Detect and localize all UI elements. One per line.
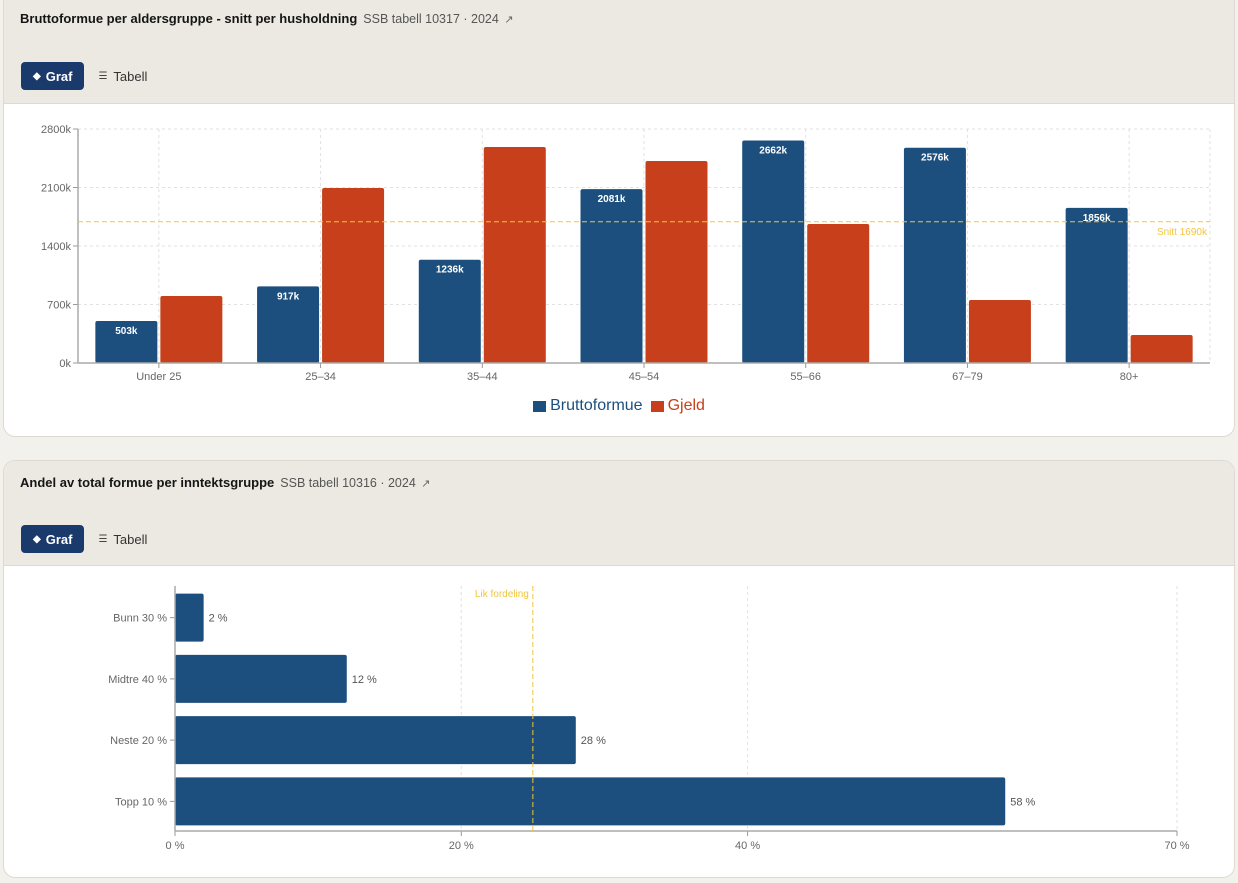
legend-item-gjeld[interactable]: Gjeld (650, 397, 705, 415)
x-tick-label: 55–66 (790, 371, 821, 383)
bar-value-label: 2 % (209, 613, 228, 625)
bar-bruttoformue (580, 189, 643, 363)
legend-label-bruttoformue: Bruttoformue (550, 397, 643, 414)
card-header: Andel av total formue per inntektsgruppe… (4, 461, 1234, 566)
chart-title: Bruttoformue per aldersgruppe - snitt pe… (20, 11, 358, 26)
legend-item-bruttoformue[interactable]: Bruttoformue (533, 397, 643, 415)
diamond-icon: ◆ (33, 533, 41, 545)
legend-label-gjeld: Gjeld (667, 397, 705, 414)
reference-label: Lik fordeling (475, 589, 529, 600)
age-wealth-chart: 0k 700k 1400k 2100k 2800k 503k Under 25 917k 25–… (41, 124, 1211, 383)
graf-label: Graf (45, 68, 73, 84)
bar-value-label: 2662k (759, 146, 787, 157)
bar-gjeld (1130, 335, 1193, 363)
card-header: Bruttoformue per aldersgruppe - snitt pe… (4, 0, 1234, 104)
bar-bruttoformue (257, 286, 320, 363)
bar-value-label: 503k (115, 326, 138, 337)
chart-legend: Bruttoformue Gjeld (4, 397, 1234, 415)
x-tick-label: 70 % (1164, 840, 1189, 852)
bar-bruttoformue (1065, 207, 1128, 363)
bar-value-label: 58 % (1010, 796, 1035, 808)
bar-bruttoformue (418, 259, 481, 363)
legend-swatch-gjeld (650, 400, 664, 412)
x-tick-label: 40 % (735, 840, 760, 852)
bar-gjeld (645, 161, 708, 363)
income-share-chart: 0 % 20 % 40 % 70 % 2 % Bunn 30 % 12 % Midtre 40… (108, 586, 1190, 852)
y-tick-label: 2100k (41, 183, 71, 195)
tabell-label: Tabell (113, 68, 148, 84)
reference-label: Snitt 1690k (1157, 227, 1208, 238)
external-link-icon[interactable]: ↗ (504, 14, 514, 26)
view-toggle: ◆ Graf ☰ Tabell (21, 525, 147, 553)
list-icon: ☰ (98, 70, 108, 82)
bar-gjeld (483, 146, 546, 363)
bar-value-label: 2081k (598, 194, 626, 205)
x-tick-label: Under 25 (136, 371, 181, 383)
external-link-icon[interactable]: ↗ (421, 478, 431, 490)
bar-value-label: 1856k (1083, 213, 1111, 224)
bar-value-label: 917k (277, 291, 300, 302)
bar-share (175, 593, 204, 642)
y-tick-label: Midtre 40 % (108, 674, 167, 686)
diamond-icon: ◆ (33, 70, 41, 82)
x-tick-label: 45–54 (629, 371, 660, 383)
bar-value-label: 12 % (352, 674, 377, 686)
source-text[interactable]: SSB tabell 10316 · 2024 (280, 476, 416, 490)
source-text[interactable]: SSB tabell 10317 · 2024 (363, 12, 499, 26)
bar-gjeld (807, 224, 870, 363)
bar-bruttoformue (742, 140, 805, 363)
chart-title: Andel av total formue per inntektsgruppe (20, 475, 275, 490)
y-tick-label: 700k (47, 300, 71, 312)
graf-button[interactable]: ◆ Graf (21, 62, 85, 90)
source-link[interactable]: SSB tabell 10316 · 2024 ↗ (280, 476, 430, 490)
bar-gjeld (160, 295, 223, 363)
source-link[interactable]: SSB tabell 10317 · 2024 ↗ (363, 12, 513, 26)
bar-gjeld (968, 299, 1031, 363)
tabell-button[interactable]: ☰ Tabell (98, 532, 147, 547)
bar-share (175, 716, 576, 765)
graf-button[interactable]: ◆ Graf (21, 525, 85, 553)
legend-swatch-bruttoformue (533, 400, 547, 412)
bar-bruttoformue (95, 320, 158, 363)
x-tick-label: 25–34 (305, 371, 336, 383)
x-tick-label: 0 % (166, 840, 185, 852)
card-age-wealth: Bruttoformue per aldersgruppe - snitt pe… (3, 0, 1235, 437)
x-tick-label: 67–79 (952, 371, 983, 383)
graf-label: Graf (45, 531, 73, 547)
x-tick-label: 80+ (1120, 371, 1139, 383)
card-income-share: Andel av total formue per inntektsgruppe… (3, 460, 1235, 878)
tabell-label: Tabell (113, 531, 148, 547)
y-tick-label: 0k (59, 358, 71, 370)
bar-gjeld (322, 188, 385, 363)
bar-share (175, 777, 1006, 826)
bar-bruttoformue (903, 147, 966, 363)
bar-value-label: 2576k (921, 153, 949, 164)
y-tick-label: 2800k (41, 124, 71, 136)
bar-share (175, 654, 347, 703)
y-tick-label: Bunn 30 % (113, 613, 167, 625)
y-tick-label: 1400k (41, 241, 71, 253)
view-toggle: ◆ Graf ☰ Tabell (21, 62, 147, 90)
y-tick-label: Neste 20 % (110, 735, 167, 747)
list-icon: ☰ (98, 533, 108, 545)
x-tick-label: 20 % (449, 840, 474, 852)
tabell-button[interactable]: ☰ Tabell (98, 69, 147, 84)
bar-value-label: 1236k (436, 265, 464, 276)
y-tick-label: Topp 10 % (115, 796, 167, 808)
x-tick-label: 35–44 (467, 371, 498, 383)
bar-value-label: 28 % (581, 735, 606, 747)
